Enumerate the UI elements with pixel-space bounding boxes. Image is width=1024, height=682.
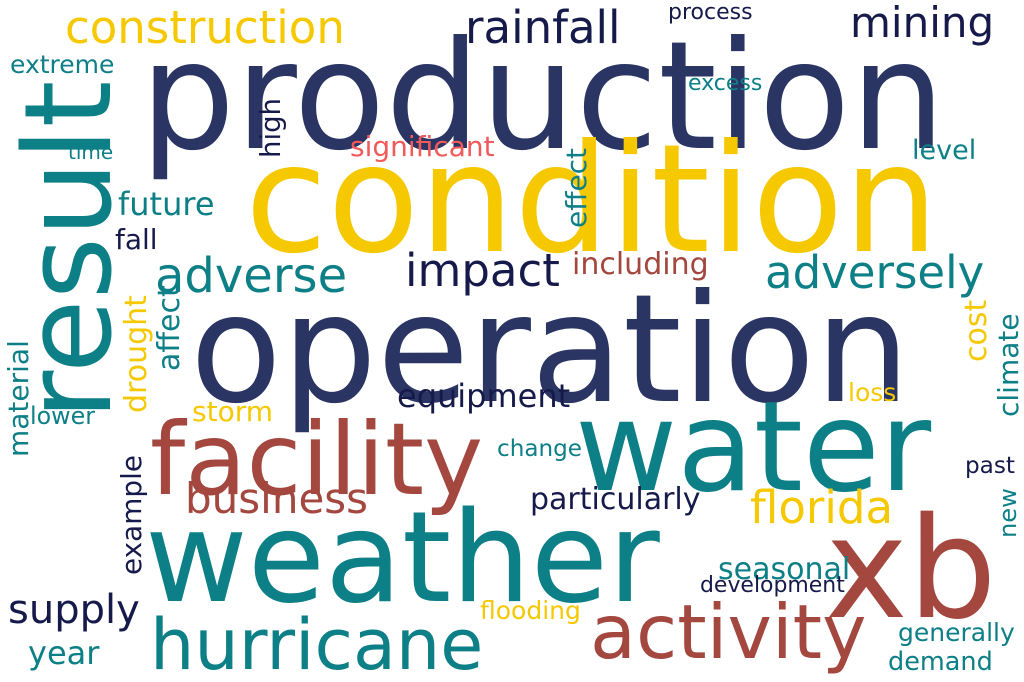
word-rainfall: rainfall xyxy=(465,1,621,54)
word-particularly: particularly xyxy=(530,482,701,517)
word-process: process xyxy=(668,0,753,25)
word-past: past xyxy=(965,453,1015,479)
word-significant: significant xyxy=(350,130,495,163)
word-equipment: equipment xyxy=(397,377,571,415)
word-impact: impact xyxy=(405,244,560,297)
word-production: production xyxy=(140,10,946,184)
word-change: change xyxy=(497,436,582,462)
word-business: business xyxy=(185,474,369,523)
word-high: high xyxy=(255,98,287,158)
word-drought: drought xyxy=(119,295,154,413)
word-loss: loss xyxy=(848,378,897,407)
word-lower: lower xyxy=(30,402,96,430)
word-demand: demand xyxy=(888,647,993,677)
word-florida: florida xyxy=(750,481,894,534)
word-time: time xyxy=(68,140,114,164)
word-affect: affect xyxy=(152,285,187,371)
word-including: including xyxy=(572,247,709,282)
word-storm: storm xyxy=(192,395,273,428)
word-future: future xyxy=(118,185,215,223)
word-activity: activity xyxy=(590,588,867,676)
word-seasonal: seasonal xyxy=(718,552,851,587)
word-climate: climate xyxy=(992,313,1024,417)
word-facility: facility xyxy=(150,401,484,518)
word-generally: generally xyxy=(898,618,1015,647)
word-development: development xyxy=(700,573,845,598)
word-new: new xyxy=(994,488,1022,538)
word-weather: weather xyxy=(145,484,660,631)
word-supply: supply xyxy=(8,587,140,633)
word-hurricane: hurricane xyxy=(150,604,484,682)
word-level: level xyxy=(912,135,977,166)
word-fall: fall xyxy=(115,223,158,256)
word-xb: xb xyxy=(825,488,997,651)
word-flooding: flooding xyxy=(480,596,581,625)
word-extreme: extreme xyxy=(10,50,115,79)
word-effect: effect xyxy=(560,147,593,228)
word-mining: mining xyxy=(850,0,995,47)
word-adversely: adversely xyxy=(765,246,985,299)
word-material: material xyxy=(2,340,35,457)
word-cost: cost xyxy=(959,299,994,362)
word-adverse: adverse xyxy=(155,248,348,304)
word-water: water xyxy=(575,375,932,520)
word-construction: construction xyxy=(65,1,345,54)
word-condition: condition xyxy=(245,113,939,287)
word-year: year xyxy=(28,634,100,672)
word-excess: excess xyxy=(688,71,763,96)
word-example: example xyxy=(115,454,148,575)
word-operation: operation xyxy=(190,263,911,437)
